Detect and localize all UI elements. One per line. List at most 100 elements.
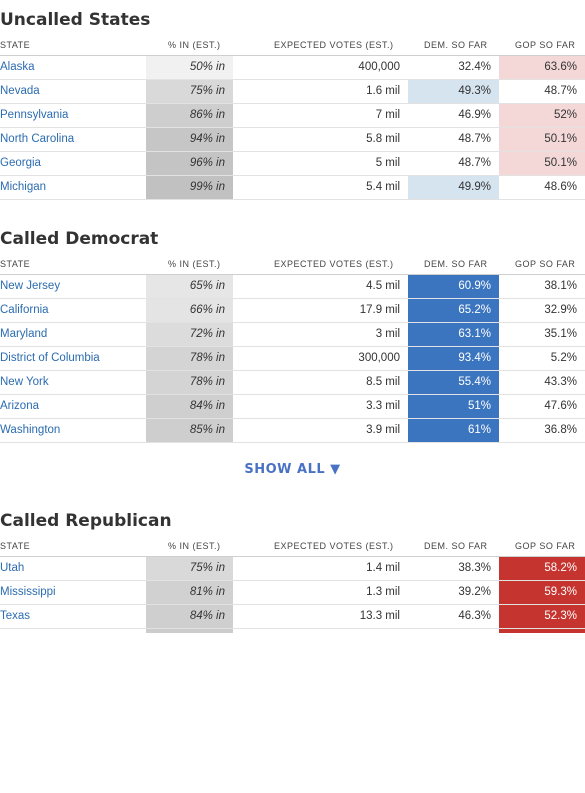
expected-votes-cell: 5.4 mil xyxy=(366,181,400,193)
state-link[interactable]: Maryland xyxy=(0,328,48,340)
pct-in-cell: 84% in xyxy=(146,605,233,628)
state-link[interactable]: Arizona xyxy=(0,400,39,412)
state-link[interactable]: Washington xyxy=(0,424,61,436)
dem-share-cell: 55.4% xyxy=(408,371,499,394)
show-all-button[interactable]: SHOW ALL ▼ xyxy=(244,462,341,477)
gop-share-cell: 35.1% xyxy=(499,323,585,346)
table-row: Utah 75% in 1.4 mil 38.3% 58.2% xyxy=(0,557,585,581)
expected-votes-cell: 8.5 mil xyxy=(366,376,400,388)
table-header: STATE % IN (EST.) EXPECTED VOTES (EST.) … xyxy=(0,253,585,275)
dem-share-cell: 61% xyxy=(408,419,499,442)
state-link[interactable]: Michigan xyxy=(0,181,47,193)
dem-share-cell: 63.1% xyxy=(408,323,499,346)
state-link[interactable]: North Carolina xyxy=(0,133,75,145)
pct-in-cell: 66% in xyxy=(146,299,233,322)
gop-share-cell: 52.3% xyxy=(499,605,585,628)
gop-share-cell: 38.1% xyxy=(499,275,585,298)
expected-votes-cell: 5.8 mil xyxy=(366,133,400,145)
expected-votes-cell: 17.9 mil xyxy=(359,304,400,316)
table-row: Nevada 75% in 1.6 mil 49.3% 48.7% xyxy=(0,80,585,104)
pct-in-cell: 50% in xyxy=(146,56,233,79)
dem-share-cell: 46.9% xyxy=(408,104,499,127)
pct-in-cell: 78% in xyxy=(146,371,233,394)
state-link[interactable]: New York xyxy=(0,376,49,388)
dem-share-cell: 60.9% xyxy=(408,275,499,298)
state-link[interactable]: California xyxy=(0,304,49,316)
table-row: Michigan 99% in 5.4 mil 49.9% 48.6% xyxy=(0,176,585,200)
table-row: District of Columbia 78% in 300,000 93.4% 5.… xyxy=(0,347,585,371)
header-pct-in: % IN (EST.) xyxy=(168,40,221,50)
gop-share-cell: 52% xyxy=(499,104,585,127)
called-republican-rows: Utah 75% in 1.4 mil 38.3% 58.2% Mississippi 81… xyxy=(0,557,585,629)
expected-votes-cell: 3.9 mil xyxy=(366,424,400,436)
called-democrat-section: Called Democrat STATE % IN (EST.) EXPECT… xyxy=(0,227,585,443)
state-link[interactable]: New Jersey xyxy=(0,280,61,292)
gop-share-cell: 36.8% xyxy=(499,419,585,442)
gop-share-cell: 32.9% xyxy=(499,299,585,322)
table-row: Alaska 50% in 400,000 32.4% 63.6% xyxy=(0,56,585,80)
header-expected-votes: EXPECTED VOTES (EST.) xyxy=(274,40,394,50)
dem-share-cell: 38.3% xyxy=(408,557,499,580)
expected-votes-cell: 400,000 xyxy=(358,61,400,73)
pct-in-cell: 94% in xyxy=(146,128,233,151)
pct-in-cell: 72% in xyxy=(146,323,233,346)
partial-row-gop-shade xyxy=(499,629,585,633)
called-republican-title: Called Republican xyxy=(0,511,172,531)
pct-in-cell: 65% in xyxy=(146,275,233,298)
gop-share-cell: 58.2% xyxy=(499,557,585,580)
expected-votes-cell: 3.3 mil xyxy=(366,400,400,412)
dem-share-cell: 49.3% xyxy=(408,80,499,103)
state-link[interactable]: District of Columbia xyxy=(0,352,100,364)
header-state: STATE xyxy=(0,541,31,551)
header-state: STATE xyxy=(0,40,31,50)
called-democrat-rows: New Jersey 65% in 4.5 mil 60.9% 38.1% Califor… xyxy=(0,275,585,443)
table-row: New Jersey 65% in 4.5 mil 60.9% 38.1% xyxy=(0,275,585,299)
expected-votes-cell: 13.3 mil xyxy=(359,610,400,622)
state-link[interactable]: Georgia xyxy=(0,157,41,169)
state-link[interactable]: Mississippi xyxy=(0,586,56,598)
header-dem: DEM. SO FAR xyxy=(424,40,488,50)
gop-share-cell: 43.3% xyxy=(499,371,585,394)
table-row: Pennsylvania 86% in 7 mil 46.9% 52% xyxy=(0,104,585,128)
pct-in-cell: 96% in xyxy=(146,152,233,175)
state-link[interactable]: Texas xyxy=(0,610,31,622)
gop-share-cell: 5.2% xyxy=(499,347,585,370)
pct-in-cell: 99% in xyxy=(146,176,233,199)
table-row: California 66% in 17.9 mil 65.2% 32.9% xyxy=(0,299,585,323)
header-state: STATE xyxy=(0,259,31,269)
state-link[interactable]: Pennsylvania xyxy=(0,109,69,121)
dem-share-cell: 48.7% xyxy=(408,152,499,175)
dem-share-cell: 48.7% xyxy=(408,128,499,151)
table-row: Arizona 84% in 3.3 mil 51% 47.6% xyxy=(0,395,585,419)
state-link[interactable]: Nevada xyxy=(0,85,40,97)
pct-in-cell: 81% in xyxy=(146,581,233,604)
expected-votes-cell: 3 mil xyxy=(375,328,400,340)
expected-votes-cell: 1.4 mil xyxy=(366,562,400,574)
header-pct-in: % IN (EST.) xyxy=(168,541,221,551)
header-gop: GOP SO FAR xyxy=(515,259,576,269)
gop-share-cell: 50.1% xyxy=(499,128,585,151)
gop-share-cell: 48.7% xyxy=(499,80,585,103)
state-link[interactable]: Alaska xyxy=(0,61,35,73)
uncalled-states-section: Uncalled States STATE % IN (EST.) EXPECT… xyxy=(0,8,585,200)
table-row: Texas 84% in 13.3 mil 46.3% 52.3% xyxy=(0,605,585,629)
table-row: New York 78% in 8.5 mil 55.4% 43.3% xyxy=(0,371,585,395)
header-expected-votes: EXPECTED VOTES (EST.) xyxy=(274,259,394,269)
header-pct-in: % IN (EST.) xyxy=(168,259,221,269)
called-democrat-title: Called Democrat xyxy=(0,229,159,249)
pct-in-cell: 78% in xyxy=(146,347,233,370)
partial-row-pct-shade xyxy=(146,629,233,633)
uncalled-states-title: Uncalled States xyxy=(0,10,151,30)
table-row: Georgia 96% in 5 mil 48.7% 50.1% xyxy=(0,152,585,176)
gop-share-cell: 63.6% xyxy=(499,56,585,79)
pct-in-cell: 86% in xyxy=(146,104,233,127)
state-link[interactable]: Utah xyxy=(0,562,25,574)
header-gop: GOP SO FAR xyxy=(515,541,576,551)
dem-share-cell: 49.9% xyxy=(408,176,499,199)
header-dem: DEM. SO FAR xyxy=(424,541,488,551)
gop-share-cell: 47.6% xyxy=(499,395,585,418)
called-republican-section: Called Republican STATE % IN (EST.) EXPE… xyxy=(0,509,585,633)
header-gop: GOP SO FAR xyxy=(515,40,576,50)
expected-votes-cell: 1.6 mil xyxy=(366,85,400,97)
table-header: STATE % IN (EST.) EXPECTED VOTES (EST.) … xyxy=(0,34,585,56)
